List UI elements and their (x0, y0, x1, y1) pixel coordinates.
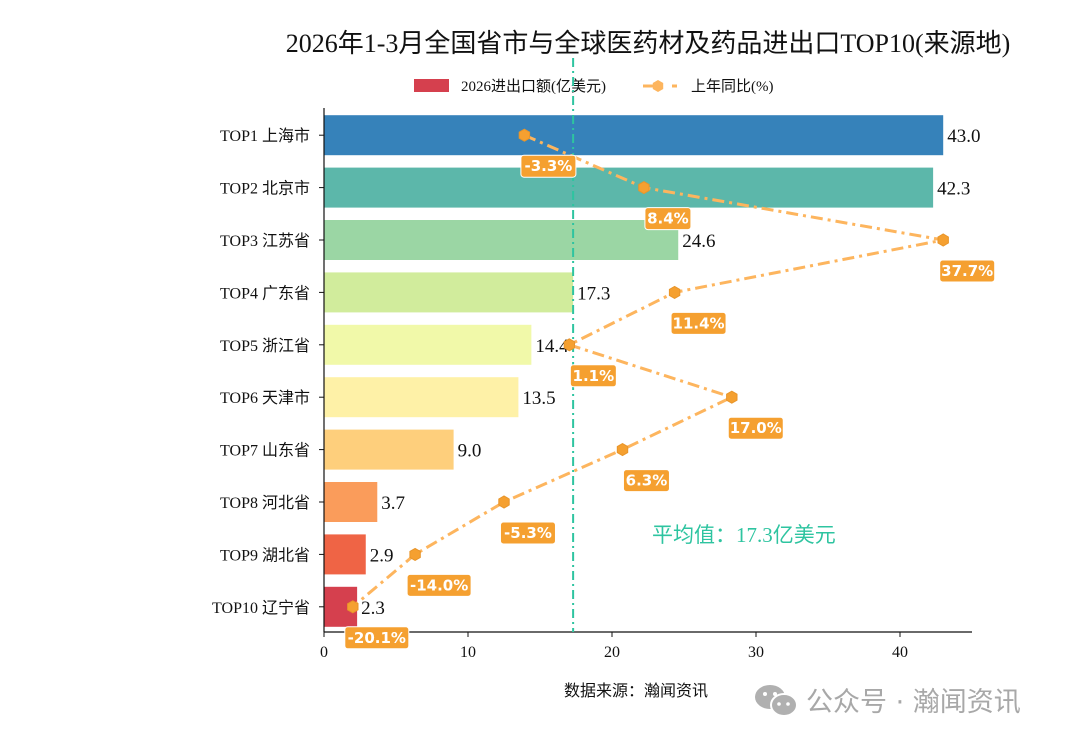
bar-value-label: 42.3 (937, 179, 970, 200)
yoy-label: 37.7% (941, 262, 993, 280)
yoy-marker (563, 338, 575, 352)
x-tick-label: 10 (460, 644, 476, 661)
yoy-marker (347, 600, 359, 614)
category-label: TOP5 浙江省 (220, 337, 310, 355)
bar-value-label: 43.0 (947, 126, 980, 147)
yoy-label: 1.1% (573, 367, 615, 385)
yoy-label: -5.3% (504, 524, 552, 542)
yoy-marker (638, 181, 650, 195)
yoy-label-box (406, 573, 472, 597)
category-label: TOP10 辽宁省 (212, 599, 310, 617)
mean-label: 平均值：17.3亿美元 (652, 523, 836, 547)
legend-swatch-bar (414, 79, 449, 92)
category-label: TOP4 广东省 (220, 284, 310, 302)
wechat-icon (755, 684, 798, 717)
yoy-label: 17.0% (730, 419, 782, 437)
yoy-label: 6.3% (626, 472, 668, 490)
yoy-label: -3.3% (524, 157, 572, 175)
x-tick-label: 0 (320, 644, 328, 661)
bar (324, 429, 454, 470)
yoy-label: -20.1% (348, 629, 406, 647)
bar (324, 272, 574, 313)
yoy-marker (668, 285, 681, 299)
bar (324, 377, 519, 418)
category-label: TOP3 江苏省 (220, 232, 310, 250)
yoy-label: 11.4% (673, 314, 725, 332)
bar (324, 534, 366, 575)
category-label: TOP1 上海市 (220, 127, 310, 145)
yoy-label-box (499, 521, 556, 545)
yoy-label: 8.4% (647, 210, 689, 228)
bar-value-label: 3.7 (381, 493, 405, 514)
yoy-label-box (344, 626, 410, 650)
bar (324, 220, 679, 260)
legend-label-line: 上年同比(%) (691, 78, 774, 95)
yoy-marker (726, 390, 738, 404)
yoy-label-box (644, 207, 692, 231)
x-tick-label: 30 (748, 644, 764, 661)
bar-value-label: 2.3 (361, 598, 385, 619)
legend-label-bar: 2026进出口额(亿美元) (461, 78, 606, 95)
yoy-label: -14.0% (410, 576, 468, 594)
yoy-line (351, 133, 944, 608)
bar-value-label: 24.6 (682, 231, 715, 252)
yoy-marker (409, 547, 421, 561)
yoy-marker (518, 128, 531, 142)
yoy-label-box (670, 311, 727, 335)
category-label: TOP7 山东省 (220, 442, 310, 460)
watermark-text: 公众号 · 瀚闻资讯 (806, 687, 1021, 718)
yoy-label-box (727, 416, 784, 440)
category-label: TOP2 北京市 (220, 180, 310, 198)
x-tick-label: 20 (604, 644, 620, 661)
yoy-marker (498, 495, 510, 509)
data-source: 数据来源：瀚闻资讯 (564, 683, 709, 700)
category-label: TOP9 湖北省 (220, 546, 310, 564)
yoy-label-box (569, 364, 617, 388)
yoy-label-box (622, 469, 670, 493)
bar (324, 115, 944, 156)
category-label: TOP8 河北省 (220, 494, 310, 512)
bar-value-label: 2.9 (370, 545, 394, 566)
bar-value-label: 14.4 (535, 336, 569, 357)
bar (324, 324, 532, 365)
bar-value-label: 9.0 (458, 441, 482, 462)
bar (324, 482, 378, 522)
watermark: 公众号 · 瀚闻资讯 (752, 680, 1021, 719)
bar-value-label: 17.3 (577, 283, 610, 304)
yoy-marker (937, 233, 949, 247)
yoy-label-box (939, 259, 996, 283)
category-label: TOP6 天津市 (220, 389, 310, 407)
x-tick-label: 40 (892, 644, 908, 661)
chart-title: 2026年1-3月全国省市与全球医药材及药品进出口TOP10(来源地) (286, 29, 1011, 58)
bar-value-label: 13.5 (522, 388, 555, 409)
yoy-marker (616, 443, 629, 457)
bar (324, 167, 934, 208)
legend-marker (652, 80, 664, 92)
yoy-label-box (520, 154, 577, 178)
